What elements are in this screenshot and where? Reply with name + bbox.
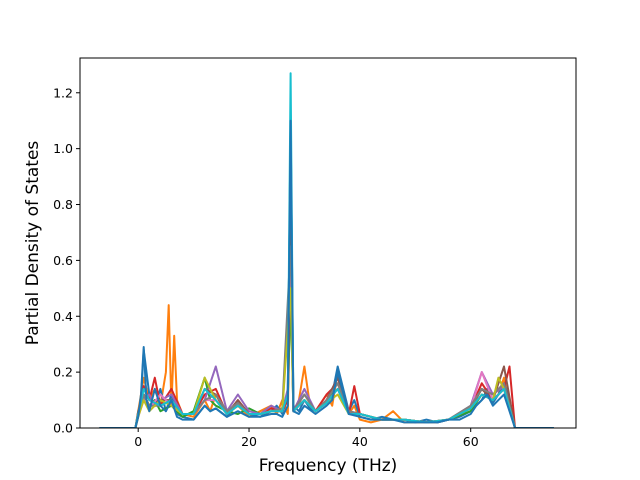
plot-frame — [79, 57, 577, 429]
x-axis: 0 20 40 60 — [134, 428, 479, 449]
x-axis-label: Frequency (THz) — [259, 456, 398, 476]
y-axis-label: Partial Density of States — [23, 141, 43, 346]
y-tick-label: 0.4 — [53, 309, 73, 324]
x-tick-label: 20 — [241, 434, 257, 449]
y-axis: 0.0 0.2 0.4 0.6 0.8 1.0 1.2 — [53, 85, 80, 436]
y-tick-label: 0.8 — [53, 197, 73, 212]
y-tick-label: 0.2 — [53, 365, 73, 380]
series-layer — [99, 72, 554, 428]
y-tick-label: 0.0 — [53, 421, 73, 436]
y-tick-label: 1.0 — [53, 141, 73, 156]
x-tick-label: 0 — [134, 434, 142, 449]
y-tick-label: 1.2 — [53, 85, 73, 100]
x-tick-label: 60 — [463, 434, 479, 449]
y-tick-label: 0.6 — [53, 253, 73, 268]
series-line-11 — [99, 119, 554, 428]
x-tick-label: 40 — [352, 434, 368, 449]
